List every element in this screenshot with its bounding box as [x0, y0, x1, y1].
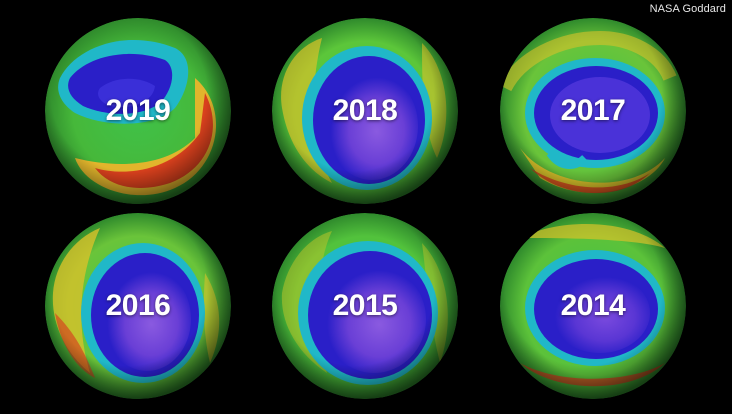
year-label-2018: 2018	[332, 94, 398, 127]
year-label-2015: 2015	[332, 289, 398, 322]
ozone-map-2016	[45, 213, 231, 399]
year-label-2017: 2017	[560, 94, 626, 127]
ozone-map-2019	[45, 18, 231, 204]
ozone-map-2015	[272, 213, 458, 399]
ozone-map-2017	[500, 18, 686, 204]
globe-2018: 2018	[272, 18, 458, 204]
credit-text: NASA Goddard	[649, 3, 726, 15]
ozone-map-2018	[272, 18, 458, 204]
year-label-2014: 2014	[560, 289, 626, 322]
year-label-2019: 2019	[105, 94, 171, 127]
globe-2015: 2015	[272, 213, 458, 399]
globe-2019: 2019	[45, 18, 231, 204]
globe-2017: 2017	[500, 18, 686, 204]
ozone-map-2014	[500, 213, 686, 399]
globe-2014: 2014	[500, 213, 686, 399]
globe-2016: 2016	[45, 213, 231, 399]
year-label-2016: 2016	[105, 289, 171, 322]
